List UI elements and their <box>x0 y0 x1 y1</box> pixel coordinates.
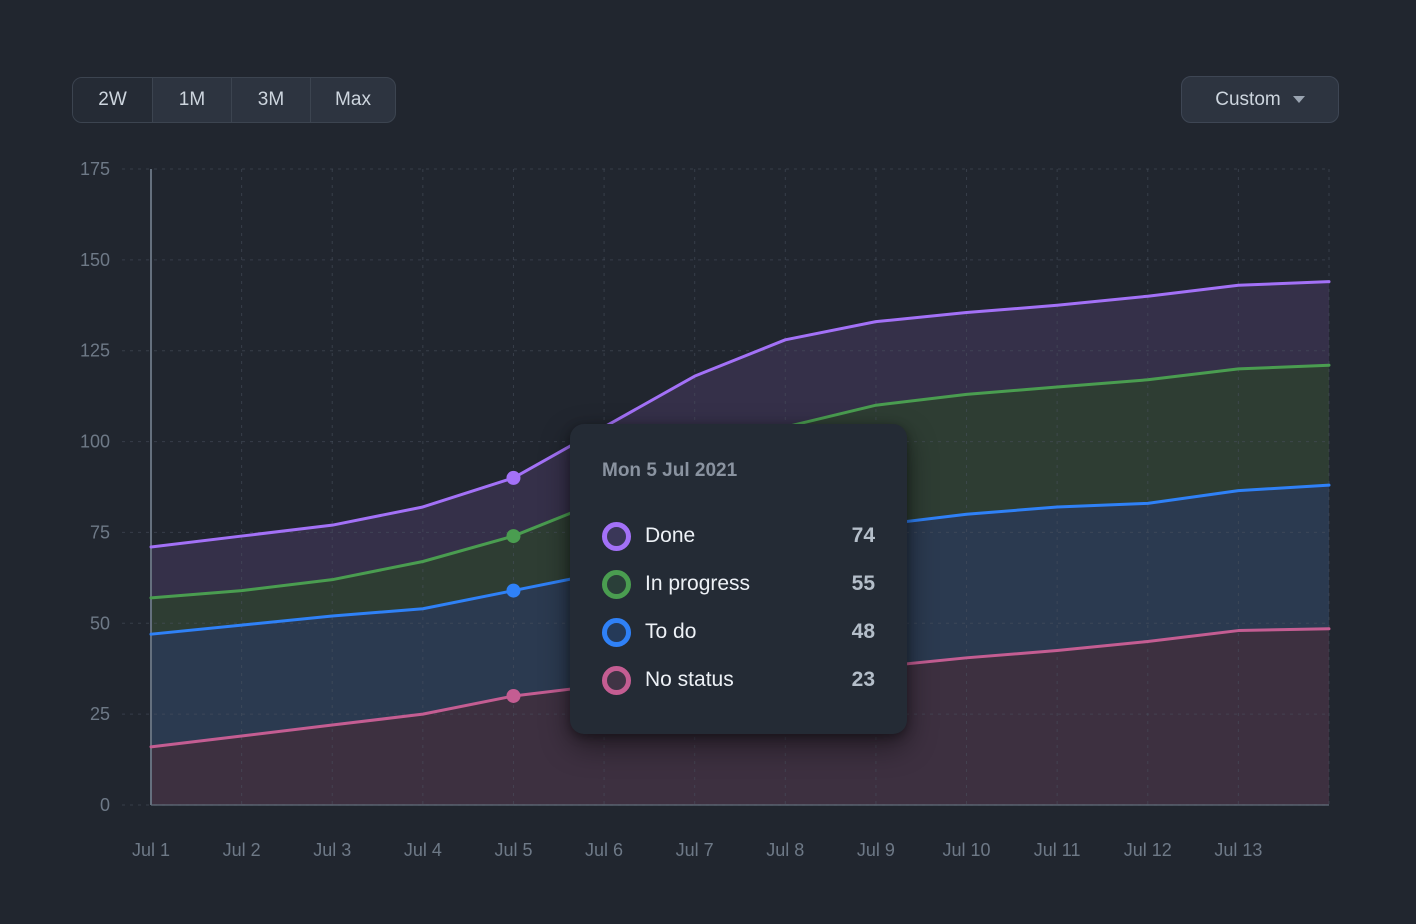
tooltip-row-to-do: To do 48 <box>602 608 875 656</box>
x-tick-label: Jul 12 <box>1124 840 1172 860</box>
time-range-switcher: 2W 1M 3M Max <box>72 77 396 123</box>
x-tick-label: Jul 10 <box>943 840 991 860</box>
chart-tooltip: Mon 5 Jul 2021 Done 74 In progress 55 To… <box>570 424 907 734</box>
x-tick-label: Jul 11 <box>1034 840 1081 860</box>
tooltip-row-in-progress: In progress 55 <box>602 560 875 608</box>
x-tick-label: Jul 6 <box>585 840 623 860</box>
x-tick-label: Jul 4 <box>404 840 442 860</box>
done-legend-ring-icon <box>602 521 631 551</box>
tooltip-row-done: Done 74 <box>602 512 875 560</box>
x-tick-label: Jul 3 <box>313 840 351 860</box>
in-progress-legend-ring-icon <box>602 569 631 599</box>
y-tick-label: 125 <box>80 341 110 361</box>
tooltip-row-value: 23 <box>851 668 875 691</box>
y-tick-label: 100 <box>80 432 110 452</box>
tooltip-row-label: To do <box>645 620 697 643</box>
x-tick-label: Jul 13 <box>1214 840 1262 860</box>
x-tick-label: Jul 2 <box>223 840 261 860</box>
marker-dot-to-do <box>506 583 521 598</box>
to-do-legend-ring-icon <box>602 617 631 647</box>
y-tick-label: 25 <box>90 704 110 724</box>
y-tick-label: 75 <box>90 522 110 542</box>
tooltip-row-no-status: No status 23 <box>602 656 875 704</box>
x-tick-label: Jul 5 <box>494 840 532 860</box>
x-tick-label: Jul 7 <box>676 840 714 860</box>
custom-range-label: Custom <box>1215 88 1281 110</box>
y-tick-label: 0 <box>100 795 110 815</box>
tooltip-row-label: Done <box>645 524 696 547</box>
range-2w-button[interactable]: 2W <box>73 78 152 122</box>
x-tick-label: Jul 9 <box>857 840 895 860</box>
tooltip-legend: Done 74 In progress 55 To do 48 No statu… <box>602 512 875 704</box>
tooltip-row-label: In progress <box>645 572 751 595</box>
y-tick-label: 50 <box>90 613 110 633</box>
range-1m-button[interactable]: 1M <box>152 78 231 122</box>
tooltip-row-value: 74 <box>851 524 875 547</box>
range-3m-button[interactable]: 3M <box>231 78 310 122</box>
y-tick-label: 150 <box>80 250 110 270</box>
tooltip-row-value: 48 <box>851 620 875 643</box>
marker-dot-done <box>506 470 521 485</box>
no-status-legend-ring-icon <box>602 665 631 695</box>
y-tick-label: 175 <box>80 159 110 179</box>
custom-range-dropdown[interactable]: Custom <box>1181 76 1339 123</box>
tooltip-date: Mon 5 Jul 2021 <box>602 460 738 481</box>
marker-dot-no-status <box>506 688 521 703</box>
x-tick-label: Jul 8 <box>766 840 804 860</box>
range-max-button[interactable]: Max <box>310 78 395 122</box>
tooltip-row-label: No status <box>645 668 734 691</box>
series-line-done <box>149 280 1331 549</box>
chevron-down-icon <box>1292 96 1305 103</box>
x-tick-label: Jul 1 <box>132 840 170 860</box>
marker-dot-in-progress <box>506 529 521 544</box>
tooltip-row-value: 55 <box>851 572 875 595</box>
